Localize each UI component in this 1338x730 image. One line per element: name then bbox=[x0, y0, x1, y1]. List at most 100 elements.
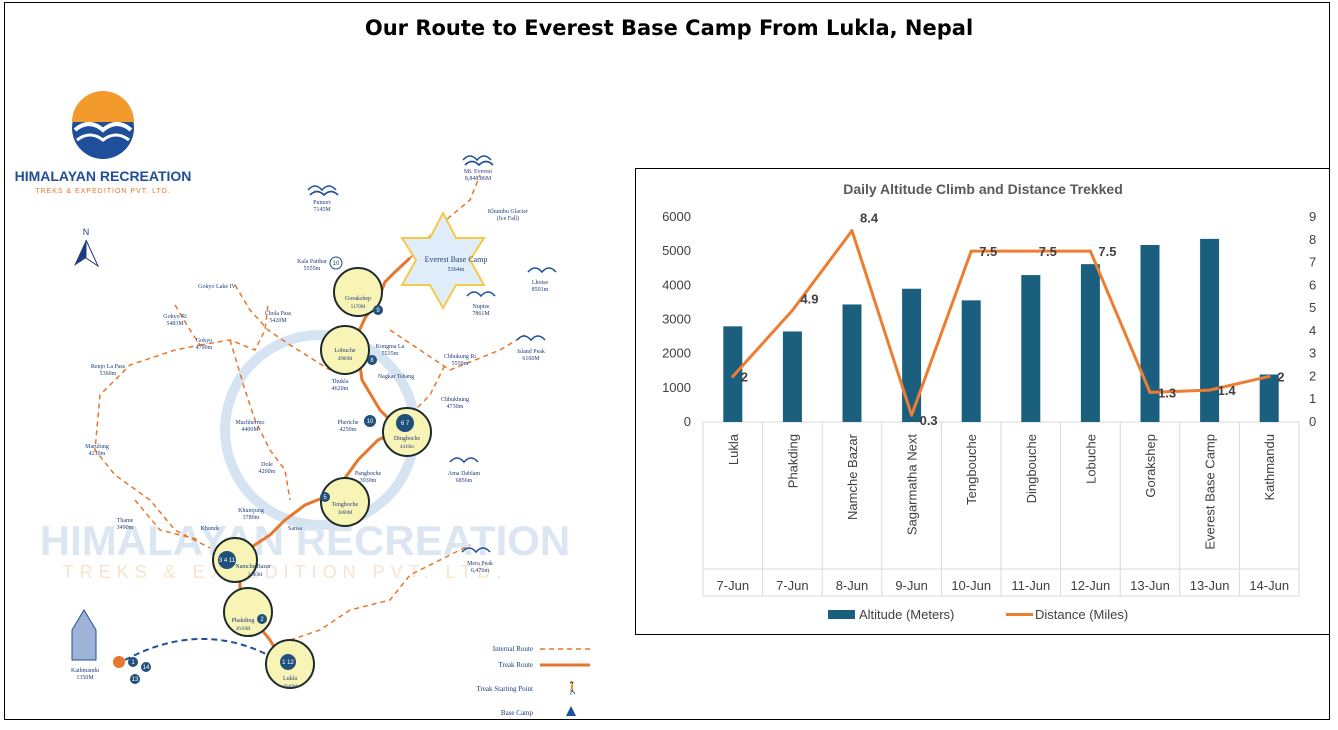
kathmandu-marker bbox=[113, 656, 125, 668]
label-khumbu: Khumbu Glacier bbox=[488, 209, 528, 215]
svg-text:2840M: 2840M bbox=[283, 685, 298, 690]
label-marulung: Marulung bbox=[85, 444, 109, 450]
label-gokyori-alt: 5483M bbox=[166, 321, 184, 327]
altitude-bar bbox=[1200, 238, 1220, 422]
trek-map: HIMALAYAN RECREATION TREKS & EXPEDITION … bbox=[15, 91, 590, 717]
svg-text:2610M: 2610M bbox=[236, 627, 251, 632]
category-label: Sagarmatha Next bbox=[905, 434, 920, 536]
logo-subtitle: TREKS & EXPEDITION PVT. LTD. bbox=[35, 188, 171, 195]
date-label: 9-Jun bbox=[895, 578, 928, 593]
label-khumjung-alt: 3780m bbox=[243, 515, 260, 521]
y-tick-label: 4000 bbox=[662, 277, 691, 292]
label-pumori: Pumori bbox=[313, 200, 331, 206]
altitude-bar bbox=[1259, 374, 1279, 422]
label-lhotse-alt: 8501m bbox=[532, 287, 549, 293]
y2-tick-label: 6 bbox=[1309, 277, 1316, 292]
svg-text:13: 13 bbox=[132, 677, 139, 683]
label-kala: Kala Patthar bbox=[297, 259, 327, 265]
altitude-distance-chart: Daily Altitude Climb and Distance Trekke… bbox=[662, 181, 1316, 622]
stop-phakding: Phakding 2610M bbox=[223, 587, 273, 637]
distance-point bbox=[1208, 388, 1212, 392]
distance-data-label: 4.9 bbox=[800, 291, 818, 306]
label-chhukhung: Chhukhung bbox=[441, 397, 469, 403]
label-gokyo: Gokyo bbox=[196, 338, 212, 344]
label-khunde: Khunde bbox=[201, 526, 220, 532]
legend-altitude-label: Altitude (Meters) bbox=[859, 607, 954, 622]
svg-text:Namche Bazar: Namche Bazar bbox=[235, 564, 270, 570]
label-renjo: Renjo La Pass bbox=[91, 364, 126, 370]
altitude-bar bbox=[1140, 245, 1160, 422]
label-khumjung: Khumjung bbox=[238, 508, 264, 514]
label-dole: Dole bbox=[261, 462, 273, 468]
y2-tick-label: 8 bbox=[1309, 232, 1316, 247]
watermark-sub: TREKS & EXPEDITION PVT. LTD. bbox=[63, 562, 508, 582]
north-label: N bbox=[83, 227, 90, 237]
label-everest-alt: 8,848.86M bbox=[465, 176, 492, 182]
ebc-label: Everest Base Camp bbox=[425, 255, 488, 264]
stop-number-badges: 9 8 6 7 5 3 4 11 2 1 12 10 10 1 14 13 bbox=[128, 256, 414, 684]
svg-text:10: 10 bbox=[333, 261, 340, 267]
y2-tick-label: 3 bbox=[1309, 346, 1316, 361]
svg-text:5: 5 bbox=[323, 495, 327, 501]
category-label: Dingbouche bbox=[1024, 434, 1039, 503]
y2-tick-label: 1 bbox=[1309, 391, 1316, 406]
y-tick-label: 2000 bbox=[662, 346, 691, 361]
category-label: Namche Bazar bbox=[845, 433, 860, 520]
svg-text:5170M: 5170M bbox=[351, 305, 366, 310]
svg-text:2: 2 bbox=[260, 617, 264, 623]
distance-data-label: 7.5 bbox=[1098, 244, 1116, 259]
logo-name: HIMALAYAN RECREATION bbox=[15, 168, 192, 184]
category-label: Kathmandu bbox=[1262, 434, 1277, 501]
label-pangboche: Pangboche bbox=[355, 471, 382, 477]
date-label: 11-Jun bbox=[1011, 578, 1050, 593]
label-thame-alt: 3490m bbox=[117, 525, 134, 531]
label-chhukhung-alt: 4730m bbox=[447, 404, 464, 410]
distance-data-label: 1.3 bbox=[1158, 385, 1176, 400]
flight-path bbox=[124, 637, 271, 661]
label-everest: Mt. Everest bbox=[464, 169, 492, 175]
date-label: 10-Jun bbox=[951, 578, 991, 593]
label-pheriche-alt: 4250m bbox=[340, 427, 357, 433]
svg-text:Gorakshep: Gorakshep bbox=[345, 296, 371, 302]
chart-container: Daily Altitude Climb and Distance Trekke… bbox=[635, 168, 1330, 635]
y2-tick-label: 0 bbox=[1309, 414, 1316, 429]
category-label: Lukla bbox=[726, 433, 741, 465]
distance-point bbox=[1029, 249, 1033, 253]
label-island: Island Peak bbox=[517, 349, 545, 355]
distance-point bbox=[910, 413, 914, 417]
svg-text:10: 10 bbox=[367, 419, 374, 425]
altitude-bar bbox=[902, 288, 922, 422]
y-tick-label: 3000 bbox=[662, 312, 691, 327]
svg-text:3440M: 3440M bbox=[248, 573, 263, 578]
kathmandu-temple-icon bbox=[71, 609, 97, 661]
label-lhotse: Lhotse bbox=[532, 280, 549, 286]
legend-altitude-swatch bbox=[828, 610, 855, 619]
distance-data-label: 8.4 bbox=[860, 211, 879, 226]
label-kala-alt: 5555m bbox=[304, 266, 321, 272]
svg-text:Lobuche: Lobuche bbox=[335, 348, 356, 354]
category-label: Phakding bbox=[785, 434, 800, 488]
distance-point bbox=[850, 229, 854, 233]
y-tick-label: 6000 bbox=[662, 209, 691, 224]
category-label: Gorakshep bbox=[1143, 434, 1158, 498]
label-dole-alt: 4200m bbox=[259, 469, 276, 475]
watermark-name: HIMALAYAN RECREATION bbox=[40, 517, 571, 564]
legend-start-point: Treak Starting Point bbox=[476, 685, 533, 693]
label-icefall: (Ice Fall) bbox=[497, 215, 519, 222]
label-marulung-alt: 4210m bbox=[89, 451, 106, 457]
label-nagkar: Nagkar Tshang bbox=[378, 374, 414, 380]
stop-tengboche: Tengboche 3860M bbox=[320, 477, 370, 527]
altitude-bar bbox=[1080, 264, 1100, 422]
label-chhukung-ri: Chhukung Ri bbox=[444, 354, 477, 360]
category-label: Everest Base Camp bbox=[1203, 434, 1218, 550]
svg-text:3 4 11: 3 4 11 bbox=[219, 558, 236, 564]
label-nuptse-alt: 7861M bbox=[472, 311, 490, 317]
svg-text:1: 1 bbox=[131, 660, 135, 666]
label-kathmandu: Kathmandu bbox=[71, 668, 99, 674]
date-label: 13-Jun bbox=[1190, 578, 1230, 593]
y2-tick-label: 7 bbox=[1309, 255, 1316, 270]
label-kathmandu-alt: 1350M bbox=[76, 675, 94, 681]
svg-text:4410m: 4410m bbox=[400, 445, 414, 450]
mountain-icons bbox=[307, 155, 557, 554]
altitude-bar bbox=[782, 331, 802, 422]
